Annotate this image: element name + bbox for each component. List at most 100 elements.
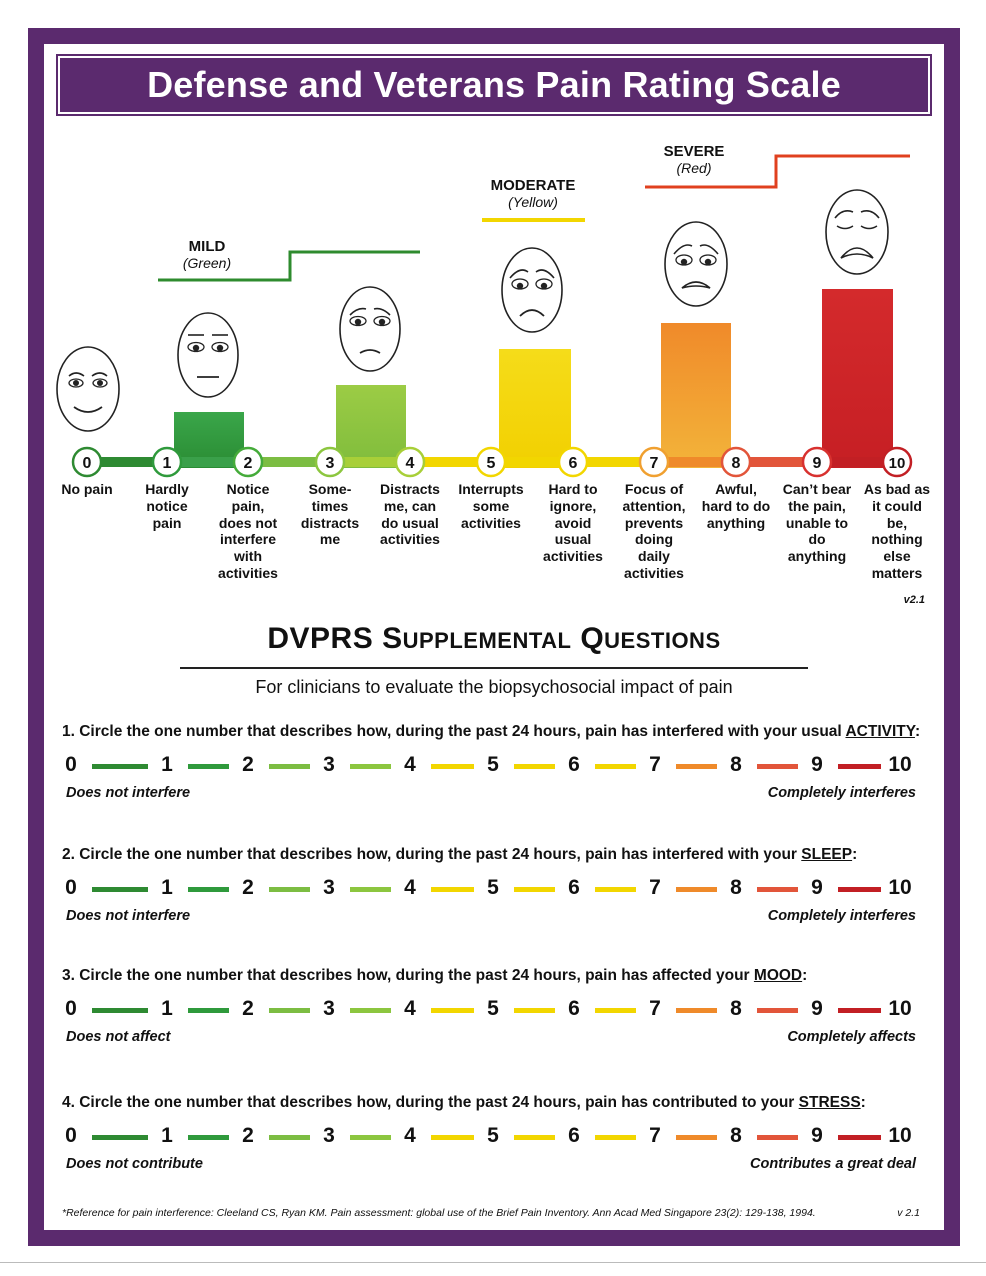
- rating-connector: [350, 1008, 391, 1013]
- level-description-line: activities: [218, 564, 278, 581]
- right-anchor-label: Completely affects: [787, 1029, 916, 1045]
- rating-option-2[interactable]: 2: [242, 997, 254, 1020]
- scale-number-1: 1: [151, 446, 183, 478]
- rating-option-0[interactable]: 0: [65, 753, 77, 776]
- level-description-9: Can’t bear the pain, unable to do anything: [776, 481, 858, 565]
- scale-number-10: 10: [881, 446, 913, 478]
- rating-option-10[interactable]: 10: [888, 1124, 912, 1147]
- rating-option-3[interactable]: 3: [323, 876, 335, 899]
- rating-option-9[interactable]: 9: [811, 997, 823, 1020]
- rating-connector: [757, 887, 798, 892]
- rating-option-3[interactable]: 3: [323, 997, 335, 1020]
- rating-option-6[interactable]: 6: [568, 876, 580, 899]
- rating-option-10[interactable]: 10: [888, 876, 912, 899]
- right-anchor-label: Contributes a great deal: [750, 1156, 916, 1172]
- rating-option-4[interactable]: 4: [404, 997, 416, 1020]
- rating-option-0[interactable]: 0: [65, 1124, 77, 1147]
- page-edge-rule: [0, 1262, 986, 1263]
- rating-connector: [676, 1135, 717, 1140]
- rating-connector: [514, 764, 555, 769]
- right-anchor-label: Completely interferes: [767, 785, 916, 801]
- rating-option-10[interactable]: 10: [888, 753, 912, 776]
- page-title: Defense and Veterans Pain Rating Scale: [147, 64, 841, 105]
- left-anchor-label: Does not interfere: [66, 785, 191, 801]
- rating-option-7[interactable]: 7: [649, 753, 661, 776]
- rating-option-7[interactable]: 7: [649, 997, 661, 1020]
- level-description-line: Interrupts: [458, 481, 524, 497]
- rating-option-6[interactable]: 6: [568, 753, 580, 776]
- category-color-name: (Green): [182, 255, 232, 271]
- rating-option-7[interactable]: 7: [649, 1124, 661, 1147]
- scale-number-circle: [71, 446, 103, 478]
- scale-number-3: 3: [314, 446, 346, 478]
- rating-option-2[interactable]: 2: [242, 876, 254, 899]
- rating-option-10[interactable]: 10: [888, 997, 912, 1020]
- rating-option-4[interactable]: 4: [404, 1124, 416, 1147]
- rating-option-1[interactable]: 1: [161, 876, 173, 899]
- rating-option-8[interactable]: 8: [730, 997, 742, 1020]
- rating-option-1[interactable]: 1: [161, 1124, 173, 1147]
- rating-option-0[interactable]: 0: [65, 997, 77, 1020]
- rating-option-5[interactable]: 5: [487, 997, 499, 1020]
- scale-number-4: 4: [394, 446, 426, 478]
- rating-option-2[interactable]: 2: [242, 753, 254, 776]
- supplemental-divider: [180, 667, 808, 669]
- face-2-neutral-icon: [177, 312, 239, 398]
- question-text: 1. Circle the one number that describes …: [62, 723, 921, 740]
- rating-option-5[interactable]: 5: [487, 876, 499, 899]
- scale-number-7: 7: [638, 446, 670, 478]
- level-description-line: matters: [871, 564, 923, 581]
- rating-connector: [676, 1008, 717, 1013]
- level-description-10: As bad as it could be, nothing else matters: [856, 481, 938, 582]
- level-description-line: As bad as: [863, 481, 931, 497]
- pain-scale-graphic: 0 1 2 3 4 5 6 7 8 9 10: [56, 154, 913, 478]
- level-description-line: be,: [886, 514, 908, 531]
- rating-option-2[interactable]: 2: [242, 1124, 254, 1147]
- rating-option-9[interactable]: 9: [811, 876, 823, 899]
- rating-option-8[interactable]: 8: [730, 1124, 742, 1147]
- rating-connector: [431, 764, 474, 769]
- rating-option-3[interactable]: 3: [323, 753, 335, 776]
- rating-option-5[interactable]: 5: [487, 753, 499, 776]
- level-description-line: notice: [146, 497, 188, 514]
- rating-option-4[interactable]: 4: [404, 753, 416, 776]
- scale-number-circle: [720, 446, 752, 478]
- rating-connector: [350, 764, 391, 769]
- scale-number-circle: [881, 446, 913, 478]
- scale-number-8: 8: [720, 446, 752, 478]
- rating-option-8[interactable]: 8: [730, 876, 742, 899]
- scale-number-text: 1: [163, 455, 172, 472]
- rating-option-1[interactable]: 1: [161, 997, 173, 1020]
- rating-scale: 0 1 2 3 4 5 6 7 8 9 10: [62, 1124, 922, 1156]
- rating-option-5[interactable]: 5: [487, 1124, 499, 1147]
- level-description-line: do: [808, 531, 826, 548]
- rating-connector: [595, 764, 636, 769]
- rating-option-7[interactable]: 7: [649, 876, 661, 899]
- rating-connector: [431, 1008, 474, 1013]
- level-description-line: with: [234, 548, 262, 565]
- rating-connector: [350, 1135, 391, 1140]
- rating-option-8[interactable]: 8: [730, 753, 742, 776]
- rating-connector: [595, 887, 636, 892]
- scale-number-6: 6: [557, 446, 589, 478]
- scale-number-text: 8: [732, 455, 741, 472]
- question-keyword: ACTIVITY: [845, 723, 915, 740]
- rating-connector: [757, 1135, 798, 1140]
- level-description-line: hard to do: [701, 497, 771, 514]
- rating-option-6[interactable]: 6: [568, 997, 580, 1020]
- rating-option-4[interactable]: 4: [404, 876, 416, 899]
- rating-connector: [514, 1135, 555, 1140]
- rating-connector: [350, 887, 391, 892]
- rating-option-0[interactable]: 0: [65, 876, 77, 899]
- rating-option-3[interactable]: 3: [323, 1124, 335, 1147]
- rating-option-6[interactable]: 6: [568, 1124, 580, 1147]
- rating-connector: [269, 887, 310, 892]
- rating-option-9[interactable]: 9: [811, 753, 823, 776]
- level-description-line: some: [472, 497, 510, 514]
- rating-option-9[interactable]: 9: [811, 1124, 823, 1147]
- rating-option-1[interactable]: 1: [161, 753, 173, 776]
- level-description-1: Hardly notice pain: [126, 481, 208, 531]
- level-description-line: interfere: [219, 531, 277, 548]
- page-border: [28, 28, 960, 1246]
- question-keyword: MOOD: [753, 967, 803, 984]
